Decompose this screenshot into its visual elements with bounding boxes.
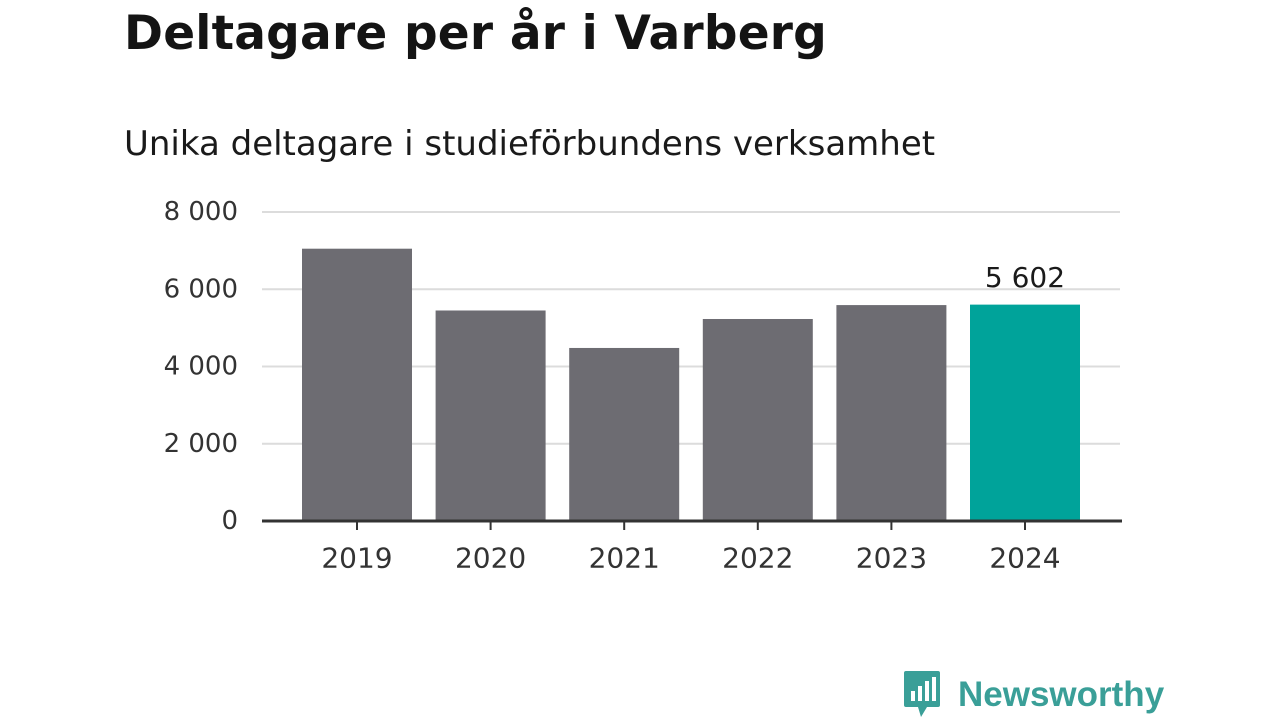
newsworthy-bar-chart-icon — [904, 671, 940, 717]
x-tick-label: 2022 — [722, 542, 793, 575]
data-label-2024: 5 602 — [985, 261, 1065, 294]
bar-2019 — [302, 248, 412, 521]
bar-2024 — [970, 304, 1080, 521]
x-tick-label: 2024 — [989, 542, 1060, 575]
chart-subtitle: Unika deltagare i studieförbundens verks… — [124, 124, 936, 164]
x-tick-label: 2019 — [321, 542, 392, 575]
y-tick-label: 0 — [221, 506, 238, 536]
chart-title: Deltagare per år i Varberg — [124, 6, 827, 61]
newsworthy-logo: Newsworthy — [902, 670, 1164, 718]
y-tick-label: 2 000 — [164, 429, 238, 459]
bar-2022 — [702, 318, 813, 521]
y-tick-label: 6 000 — [164, 274, 238, 304]
x-tick-label: 2020 — [455, 542, 526, 575]
y-tick-label: 4 000 — [164, 352, 238, 382]
bar-2020 — [435, 310, 546, 521]
brand-name: Newsworthy — [958, 674, 1165, 714]
x-tick-label: 2021 — [589, 542, 660, 575]
bar-2023 — [836, 305, 947, 521]
bar-2021 — [569, 347, 680, 521]
x-tick-label: 2023 — [856, 542, 927, 575]
y-tick-label: 8 000 — [164, 197, 238, 227]
